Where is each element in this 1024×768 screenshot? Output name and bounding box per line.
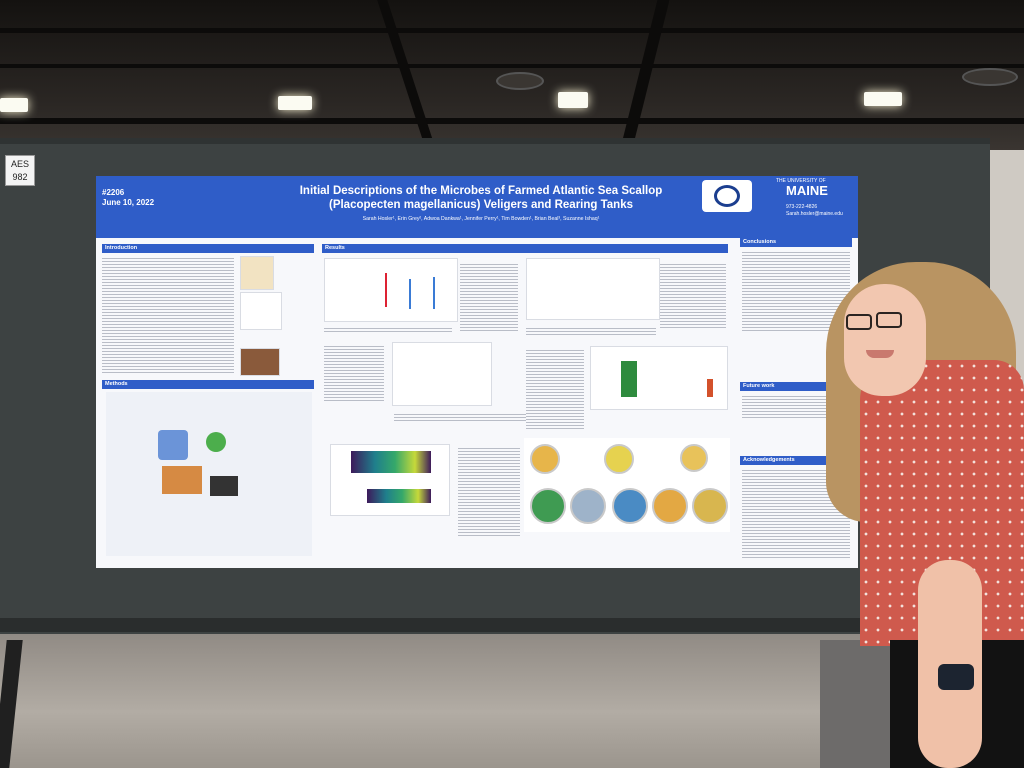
ceiling-light bbox=[558, 92, 588, 108]
section-methods: Methods bbox=[102, 380, 314, 389]
ceiling-vent bbox=[496, 72, 544, 90]
ceiling-light bbox=[278, 96, 312, 110]
ceiling-truss bbox=[0, 64, 1024, 68]
glasses-right-icon bbox=[876, 312, 902, 328]
scallop-image bbox=[240, 256, 274, 290]
petri-plate bbox=[680, 444, 708, 472]
petri-plates-figure bbox=[524, 438, 730, 532]
introduction-text bbox=[102, 256, 234, 374]
ceiling-light bbox=[0, 98, 28, 112]
petri-plate bbox=[612, 488, 648, 524]
results-text-4 bbox=[660, 262, 726, 328]
tank-graphic bbox=[158, 430, 188, 460]
booth-sign-line2: 982 bbox=[12, 172, 28, 182]
boxplot-mark bbox=[385, 273, 387, 307]
poster-title-line2: (Placopecten magellanicus) Veligers and … bbox=[328, 199, 633, 211]
petri-plate bbox=[530, 488, 566, 524]
results-text-3 bbox=[458, 446, 520, 538]
logo-ring bbox=[714, 185, 740, 207]
section-future-work: Future work bbox=[740, 382, 852, 391]
poster-title: Initial Descriptions of the Microbes of … bbox=[246, 184, 716, 212]
person-face bbox=[844, 284, 926, 396]
figure-4-caption bbox=[526, 326, 656, 336]
ceiling-vent bbox=[962, 68, 1018, 86]
booth-sign-line1: AES bbox=[10, 159, 29, 169]
glasses-left-icon bbox=[846, 314, 872, 330]
research-poster: #2206 June 10, 2022 Initial Descriptions… bbox=[96, 176, 858, 568]
results-figure-1 bbox=[324, 258, 458, 322]
poster-number: #2206 bbox=[102, 188, 125, 197]
results-text-5 bbox=[526, 348, 584, 430]
university-label: THE UNIVERSITY OF bbox=[776, 178, 826, 184]
poster-title-line1: Initial Descriptions of the Microbes of … bbox=[299, 185, 663, 197]
heatmap-top bbox=[351, 451, 431, 473]
section-acknowledgements: Acknowledgements bbox=[740, 456, 852, 465]
larvae-photo bbox=[240, 348, 280, 376]
petri-plate bbox=[530, 444, 560, 474]
smile bbox=[866, 350, 894, 358]
figure-1-caption bbox=[324, 326, 452, 334]
heatmap-figure bbox=[330, 444, 450, 516]
section-results: Results bbox=[322, 244, 728, 253]
petri-plate bbox=[570, 488, 606, 524]
booth-sign: AES 982 bbox=[5, 155, 35, 186]
institute-logo bbox=[702, 180, 752, 212]
poster-contact: 973-222-4826 Sarah.hosler@maine.edu bbox=[786, 204, 843, 218]
contact-phone: 973-222-4826 bbox=[786, 204, 818, 210]
abundance-bar bbox=[707, 379, 713, 397]
petri-plate bbox=[692, 488, 728, 524]
bacterial-count-plot bbox=[526, 258, 660, 320]
methods-diagram bbox=[106, 392, 312, 556]
petri-plate bbox=[604, 444, 634, 474]
boxplot-mark bbox=[409, 279, 411, 309]
abundance-bar bbox=[621, 361, 637, 397]
poster-date: June 10, 2022 bbox=[102, 198, 155, 207]
petri-graphic bbox=[206, 432, 226, 452]
contact-email: Sarah.hosler@maine.edu bbox=[786, 211, 843, 217]
poster-number-date: #2206 June 10, 2022 bbox=[102, 188, 154, 208]
abundance-bar-chart bbox=[590, 346, 728, 410]
university-name: MAINE bbox=[786, 183, 828, 198]
section-conclusions: Conclusions bbox=[740, 238, 852, 247]
results-text-2 bbox=[324, 344, 384, 402]
petri-plate bbox=[652, 488, 688, 524]
poster-authors: Sarah Hosler¹, Erin Grey², Adwoa Dankwa¹… bbox=[362, 216, 600, 222]
ceiling-truss bbox=[0, 28, 1024, 33]
ordination-plot bbox=[392, 342, 492, 406]
heatmap-bottom bbox=[367, 489, 431, 503]
figure-5-caption bbox=[394, 412, 526, 422]
ceiling-light bbox=[864, 92, 902, 106]
smartwatch-icon bbox=[938, 664, 974, 690]
intro-chart bbox=[240, 292, 282, 330]
sequencer-graphic bbox=[210, 476, 238, 496]
poster-board-rim bbox=[0, 618, 990, 632]
section-introduction: Introduction bbox=[102, 244, 314, 253]
boxplot-mark bbox=[433, 277, 435, 309]
ceiling-truss bbox=[0, 118, 1024, 124]
results-text-1 bbox=[460, 262, 518, 332]
scallop-graphic bbox=[162, 466, 202, 494]
